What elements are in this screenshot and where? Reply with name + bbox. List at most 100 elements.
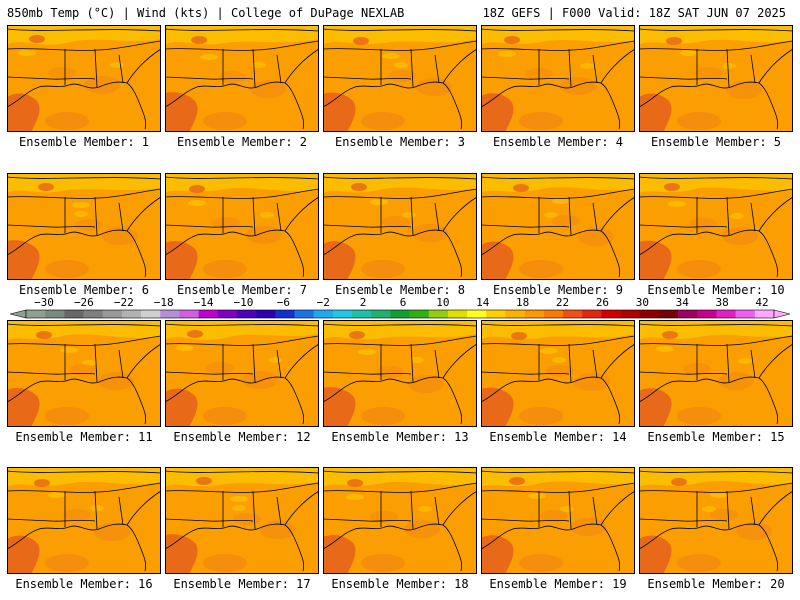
temperature-map [639, 25, 793, 132]
ensemble-member-label: Ensemble Member: 17 [173, 577, 311, 591]
colorbar-tick-label: 42 [755, 296, 768, 309]
temperature-map [481, 173, 635, 280]
ensemble-member-map [7, 320, 161, 427]
ensemble-member-label: Ensemble Member: 1 [18, 135, 150, 149]
ensemble-member-map [165, 467, 319, 574]
ensemble-member-map [639, 25, 793, 132]
ensemble-member-map [323, 320, 477, 427]
colorbar-swatch [735, 310, 756, 318]
temperature-map [7, 173, 161, 280]
colorbar-right-arrow [773, 309, 790, 319]
colorbar-swatch [121, 310, 142, 318]
colorbar-swatch [505, 310, 525, 318]
colorbar-tick-label: 26 [596, 296, 609, 309]
colorbar-tick-label: −18 [154, 296, 174, 309]
colorbar-tick-label: −14 [194, 296, 214, 309]
colorbar-swatch [639, 310, 660, 318]
temperature-map [165, 173, 319, 280]
ensemble-member-map [165, 320, 319, 427]
temperature-map [639, 320, 793, 427]
temperature-map [323, 25, 477, 132]
colorbar-swatch [83, 310, 104, 318]
colorbar-swatch [467, 310, 487, 318]
temperature-map [481, 320, 635, 427]
ensemble-member-label: Ensemble Member: 6 [18, 283, 150, 297]
colorbar-swatch [236, 310, 257, 318]
ensemble-member-map [481, 320, 635, 427]
colorbar-tick-label: 30 [636, 296, 649, 309]
colorbar-swatch [678, 310, 698, 318]
ensemble-member-label: Ensemble Member: 8 [334, 283, 466, 297]
colorbar-tick-label: 6 [400, 296, 407, 309]
colorbar-swatch [716, 310, 736, 318]
ensemble-member-map [481, 173, 635, 280]
ensemble-member-label: Ensemble Member: 16 [15, 577, 153, 591]
colorbar-swatch [256, 310, 276, 318]
colorbar-swatch [428, 310, 449, 318]
ensemble-member-label: Ensemble Member: 20 [647, 577, 785, 591]
colorbar-swatch [26, 310, 46, 318]
colorbar-swatch [447, 310, 468, 318]
colorbar-swatch [409, 310, 430, 318]
ensemble-member-map [639, 320, 793, 427]
temperature-map [481, 25, 635, 132]
colorbar-swatch [179, 310, 199, 318]
colorbar-left-arrow [10, 309, 27, 319]
temperature-map [7, 320, 161, 427]
ensemble-member-label: Ensemble Member: 7 [176, 283, 308, 297]
colorbar-tick-label: −22 [114, 296, 134, 309]
colorbar-swatch [217, 310, 238, 318]
colorbar-swatch [658, 310, 679, 318]
colorbar-swatch [198, 310, 219, 318]
colorbar-tick-label: 22 [556, 296, 569, 309]
colorbar-swatch [524, 310, 545, 318]
colorbar-swatch [294, 310, 314, 318]
ensemble-member-map [165, 25, 319, 132]
ensemble-member-map [481, 25, 635, 132]
ensemble-member-label: Ensemble Member: 14 [489, 430, 627, 444]
ensemble-member-map [7, 467, 161, 574]
colorbar-swatch [697, 310, 717, 318]
colorbar-swatch [390, 310, 410, 318]
ensemble-member-map [7, 25, 161, 132]
colorbar-swatch [275, 310, 295, 318]
colorbar-swatch [332, 310, 353, 318]
run-info: 18Z GEFS | F000 Valid: 18Z SAT JUN 07 20… [482, 6, 786, 20]
ensemble-member-label: Ensemble Member: 15 [647, 430, 785, 444]
temperature-map [165, 467, 319, 574]
temperature-map [7, 25, 161, 132]
colorbar-swatch [563, 310, 583, 318]
ensemble-member-map [639, 467, 793, 574]
temperature-map [165, 320, 319, 427]
temperature-map [323, 173, 477, 280]
colorbar-tick-label: −26 [74, 296, 94, 309]
temperature-map [323, 320, 477, 427]
temperature-map [165, 25, 319, 132]
colorbar-tick-label: 18 [516, 296, 529, 309]
colorbar-swatch [601, 310, 621, 318]
temperature-map [323, 467, 477, 574]
ensemble-member-label: Ensemble Member: 4 [492, 135, 624, 149]
ensemble-member-label: Ensemble Member: 13 [331, 430, 469, 444]
colorbar-tick-label: 2 [360, 296, 367, 309]
colorbar-tick-label: −10 [234, 296, 254, 309]
colorbar-swatch [754, 310, 775, 318]
colorbar-tick-label: 10 [436, 296, 449, 309]
colorbar-swatch [102, 310, 123, 318]
ensemble-member-label: Ensemble Member: 5 [650, 135, 782, 149]
colorbar-tick-label: −30 [34, 296, 54, 309]
ensemble-member-map [7, 173, 161, 280]
temperature-map [639, 467, 793, 574]
ensemble-member-label: Ensemble Member: 18 [331, 577, 469, 591]
colorbar-swatch [45, 310, 65, 318]
ensemble-member-map [323, 173, 477, 280]
temperature-map [481, 467, 635, 574]
ensemble-member-label: Ensemble Member: 3 [334, 135, 466, 149]
ensemble-member-label: Ensemble Member: 11 [15, 430, 153, 444]
ensemble-member-map [323, 25, 477, 132]
colorbar-tick-label: 34 [676, 296, 690, 309]
colorbar-swatch [64, 310, 84, 318]
ensemble-member-map [481, 467, 635, 574]
map-title: 850mb Temp (°C) | Wind (kts) | College o… [7, 6, 405, 20]
